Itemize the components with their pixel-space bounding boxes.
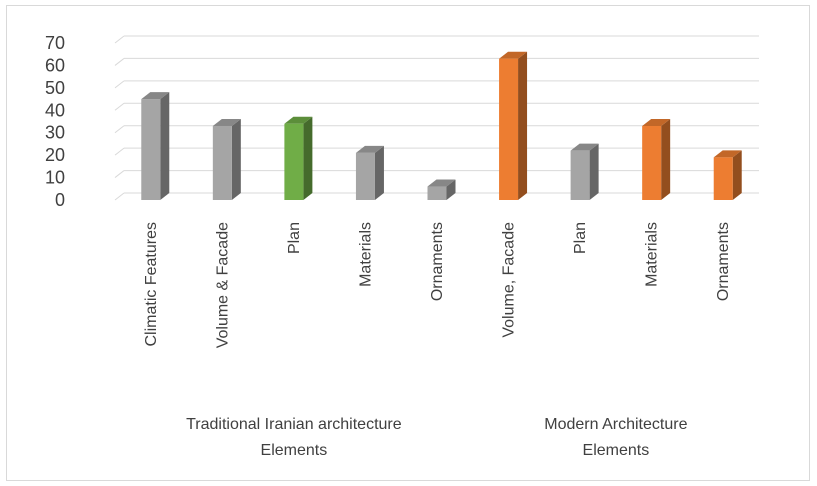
bar-front: [499, 58, 519, 201]
bar: [284, 116, 313, 200]
bar-top: [499, 51, 528, 59]
x-category-label: Materials: [357, 222, 374, 287]
y-tick-label: 70: [45, 33, 65, 53]
bar-top: [284, 116, 313, 124]
bar-front: [212, 125, 232, 200]
bar: [570, 143, 599, 200]
bar-top: [642, 118, 671, 126]
gridline-diagonal: [114, 80, 125, 89]
x-category-label: Ornaments: [715, 222, 732, 301]
x-category-label: Plan: [572, 222, 589, 254]
bar-side: [589, 143, 599, 200]
gridline-diagonal: [114, 125, 125, 134]
gridline-diagonal: [114, 102, 125, 111]
bar-top: [212, 118, 241, 126]
bar: [355, 145, 384, 200]
bar-side: [231, 118, 241, 200]
y-tick-label: 50: [45, 78, 65, 98]
bar-side: [160, 92, 170, 200]
x-category-label: Volume & Facade: [214, 222, 231, 348]
gridline-diagonal: [114, 192, 125, 201]
y-tick-label: 20: [45, 145, 65, 165]
bar-top: [427, 179, 456, 187]
x-group-label-line: Modern Architecture: [544, 416, 687, 433]
bar-side: [303, 116, 313, 200]
gridline-diagonal: [114, 147, 125, 156]
bars: [141, 51, 742, 201]
x-category-label: Plan: [286, 222, 303, 254]
bar-top: [713, 150, 742, 158]
x-group-label-line: Traditional Iranian architecture: [186, 416, 402, 433]
bar-top: [141, 92, 170, 100]
bar-front: [570, 150, 590, 200]
x-category-label: Volume, Facade: [501, 222, 518, 338]
bar: [499, 51, 528, 201]
x-group-label: Modern Architecture Elements: [544, 416, 687, 459]
bar-side: [446, 179, 456, 200]
bar: [427, 179, 456, 200]
y-tick-label: 0: [55, 190, 65, 210]
gridline-diagonal: [114, 170, 125, 178]
bar: [713, 150, 742, 200]
bar-side: [661, 118, 671, 200]
chart-frame: 0 10 20 30 40 50 60 70 Climatic Features Volume …: [6, 5, 810, 481]
bar: [642, 118, 671, 200]
y-tick-label: 40: [45, 100, 65, 120]
bar-front: [713, 157, 733, 200]
bar-front: [141, 99, 161, 200]
bar-front: [355, 152, 375, 200]
x-category-label: Materials: [644, 222, 661, 287]
x-group-label-line: Elements: [261, 442, 328, 459]
y-tick-label: 30: [45, 123, 65, 143]
x-group-label: Traditional Iranian architecture Elements: [186, 416, 402, 459]
x-category-label: Climatic Features: [143, 222, 160, 346]
gridline-diagonal: [114, 58, 125, 66]
bar-front: [284, 123, 304, 200]
bar-front: [642, 125, 662, 200]
bar-top: [570, 143, 599, 151]
bar-front: [427, 186, 447, 200]
x-category-labels: Climatic Features Volume & Facade Plan Mate…: [143, 222, 732, 348]
x-group-label-line: Elements: [583, 442, 650, 459]
x-group-labels: Traditional Iranian architecture Elements…: [186, 416, 687, 459]
bar-side: [518, 51, 528, 201]
gridline-diagonal: [114, 35, 125, 44]
bar-side: [732, 150, 742, 200]
y-tick-label: 60: [45, 55, 65, 75]
bar-side: [374, 145, 384, 200]
bar: [212, 118, 241, 200]
bar: [141, 92, 170, 200]
bar-top: [355, 145, 384, 153]
x-category-label: Ornaments: [429, 222, 446, 301]
y-tick-label: 10: [45, 168, 65, 188]
